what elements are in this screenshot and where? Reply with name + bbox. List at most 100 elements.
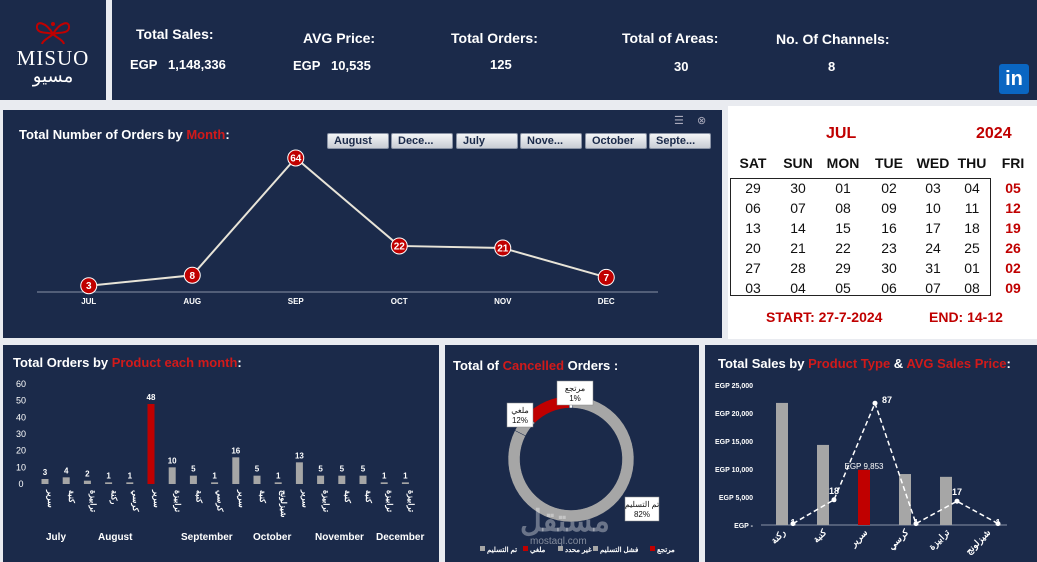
calendar-day-header: SUN <box>783 155 813 171</box>
calendar-day-cell[interactable]: 19 <box>1005 220 1021 236</box>
linkedin-icon[interactable]: in <box>999 64 1029 94</box>
bar-category-label: سرير <box>45 489 55 508</box>
bar-category-label: كنبة <box>258 490 267 503</box>
calendar-day-cell[interactable]: 28 <box>790 260 806 276</box>
calendar-day-header: MON <box>826 155 860 171</box>
calendar-day-cell[interactable]: 29 <box>745 180 761 196</box>
y-tick-label: EGP 20,000 <box>715 411 753 418</box>
calendar-day-cell[interactable]: 08 <box>835 200 851 216</box>
bar-category-label: ترابيزة <box>87 490 97 513</box>
y-tick-label: 30 <box>16 429 26 439</box>
bar-november <box>295 462 303 484</box>
slicer-october[interactable]: October <box>585 133 647 149</box>
calendar-day-cell[interactable]: 29 <box>835 260 851 276</box>
calendar-day-cell[interactable]: 09 <box>881 200 897 216</box>
calendar-day-cell[interactable]: 12 <box>1005 200 1021 216</box>
calendar-day-header: THU <box>957 155 987 171</box>
calendar-day-cell[interactable]: 04 <box>964 180 980 196</box>
bar-value-label: 3 <box>43 468 48 477</box>
product-month-panel <box>3 345 439 562</box>
slice-label-text: 1% <box>569 394 581 403</box>
y-tick-label: EGP 25,000 <box>715 383 753 390</box>
calendar-day-cell[interactable]: 08 <box>964 280 980 296</box>
calendar-day-cell[interactable]: 18 <box>964 220 980 236</box>
slice-label-text: 82% <box>634 510 650 519</box>
calendar-day-cell[interactable]: 03 <box>925 180 941 196</box>
sales-bar <box>940 476 952 525</box>
bar-value-label: 5 <box>340 465 345 474</box>
avg-price-label: 18 <box>829 486 839 496</box>
slicer-september[interactable]: Septe... <box>649 133 711 149</box>
kpi-total-orders-value: 125 <box>490 57 512 72</box>
calendar-day-cell[interactable]: 02 <box>1005 260 1021 276</box>
bar-july <box>105 482 113 484</box>
slicer-july[interactable]: July <box>456 133 518 149</box>
sales-bar <box>817 444 829 525</box>
category-label: ترابيزة <box>927 527 953 553</box>
calendar-day-cell[interactable]: 22 <box>835 240 851 256</box>
calendar-day-cell[interactable]: 11 <box>964 200 980 216</box>
month-axis-label: October <box>253 532 291 543</box>
calendar-day-cell[interactable]: 14 <box>790 220 806 236</box>
data-point-sep <box>287 149 305 167</box>
calendar-day-cell[interactable]: 21 <box>790 240 806 256</box>
calendar-day-cell[interactable]: 05 <box>1005 180 1021 196</box>
calendar-day-cell[interactable]: 27 <box>745 260 761 276</box>
multi-select-icon[interactable]: ☰ <box>674 115 684 127</box>
calendar-day-cell[interactable]: 26 <box>1005 240 1021 256</box>
y-tick-label: 60 <box>16 379 26 389</box>
calendar-day-cell[interactable]: 13 <box>745 220 761 236</box>
calendar-day-cell[interactable]: 07 <box>790 200 806 216</box>
logo-panel: MISUO مسيو <box>0 0 106 100</box>
calendar-day-cell[interactable]: 07 <box>925 280 941 296</box>
calendar-day-cell[interactable]: 20 <box>745 240 761 256</box>
calendar-day-cell[interactable]: 23 <box>881 240 897 256</box>
kpi-channels-value: 8 <box>828 59 836 74</box>
calendar-day-cell[interactable]: 30 <box>790 180 806 196</box>
bar-value-label: 1 <box>212 471 217 480</box>
slicer-november[interactable]: Nove... <box>520 133 582 149</box>
calendar-day-cell[interactable]: 05 <box>835 280 851 296</box>
calendar-day-cell[interactable]: 25 <box>964 240 980 256</box>
calendar-day-cell[interactable]: 31 <box>925 260 941 276</box>
brand-name: MISUO <box>16 46 90 70</box>
sales-bar <box>899 474 911 525</box>
bar-september <box>168 467 176 484</box>
legend-swatch <box>650 546 655 551</box>
calendar-day-cell[interactable]: 30 <box>881 260 897 276</box>
month-axis-label: July <box>46 532 66 543</box>
slicer-august[interactable]: August <box>327 133 389 149</box>
calendar-day-cell[interactable]: 06 <box>745 200 761 216</box>
product-month-title: Total Orders by Product each month: <box>13 355 242 370</box>
slice-label-box <box>624 496 660 522</box>
bar-category-label: كرسي <box>215 490 225 512</box>
bar-value-label: EGP 9,853 <box>845 462 885 471</box>
calendar-day-cell[interactable]: 02 <box>881 180 897 196</box>
calendar-day-cell[interactable]: 17 <box>925 220 941 236</box>
slice-label-text: مرتجع <box>565 384 585 393</box>
calendar-day-cell[interactable]: 10 <box>925 200 941 216</box>
calendar-day-cell[interactable]: 06 <box>881 280 897 296</box>
bar-value-label: 5 <box>255 465 260 474</box>
calendar-day-cell[interactable]: 01 <box>835 180 851 196</box>
calendar-day-cell[interactable]: 15 <box>835 220 851 236</box>
calendar-day-cell[interactable]: 04 <box>790 280 806 296</box>
kpi-avg-price-label: AVG Price: <box>303 30 376 46</box>
clear-filter-icon[interactable]: ⊗ <box>697 115 707 127</box>
calendar-day-cell[interactable]: 24 <box>925 240 941 256</box>
slicer-december[interactable]: Dece... <box>391 133 453 149</box>
calendar-day-cell[interactable]: 16 <box>881 220 897 236</box>
calendar-day-cell[interactable]: 03 <box>745 280 761 296</box>
bar-category-label: ترابيزة <box>384 490 394 513</box>
x-tick-label: DEC <box>598 297 615 306</box>
calendar-day-cell[interactable]: 09 <box>1005 280 1021 296</box>
orders-by-month-title: Total Number of Orders by Month: <box>19 127 230 142</box>
calendar-day-cell[interactable]: 01 <box>964 260 980 276</box>
kpi-total-orders-label: Total Orders: <box>451 30 538 46</box>
calendar-day-header: TUE <box>875 155 903 171</box>
bar-value-label: 5 <box>361 465 366 474</box>
legend-swatch <box>593 546 598 551</box>
bar-category-label: كنبة <box>343 490 352 503</box>
calendar-day-header: FRI <box>1001 155 1025 171</box>
category-label: كرسي <box>886 527 911 552</box>
